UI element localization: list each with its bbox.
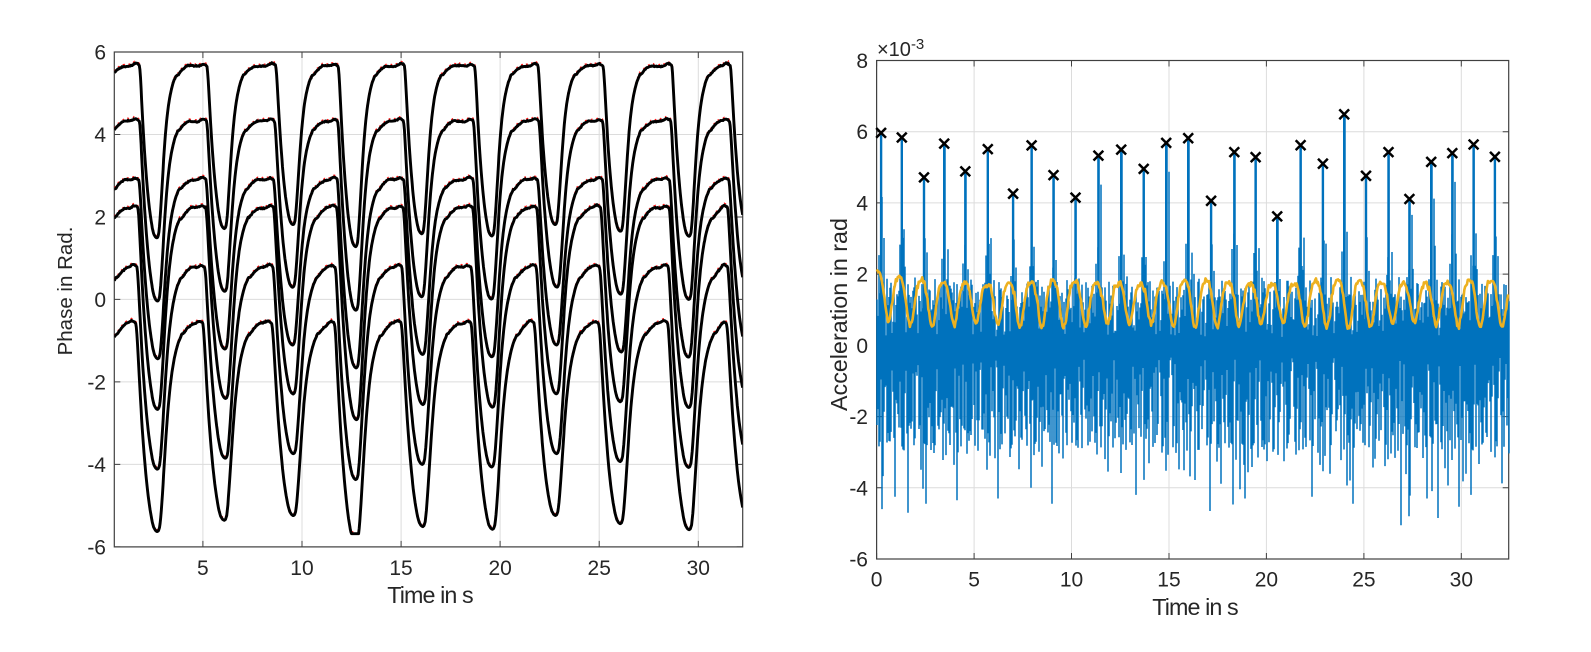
svg-text:0: 0 bbox=[871, 569, 883, 592]
svg-text:6: 6 bbox=[94, 42, 106, 65]
svg-text:Phase in Rad.: Phase in Rad. bbox=[54, 227, 77, 356]
svg-text:5: 5 bbox=[197, 557, 209, 580]
svg-text:Time in s: Time in s bbox=[1152, 594, 1238, 620]
svg-text:0: 0 bbox=[94, 289, 106, 312]
svg-text:25: 25 bbox=[1352, 569, 1375, 592]
svg-text:5: 5 bbox=[968, 569, 980, 592]
svg-text:-6: -6 bbox=[87, 536, 106, 559]
svg-text:30: 30 bbox=[687, 557, 710, 580]
svg-text:15: 15 bbox=[389, 557, 412, 580]
svg-text:10: 10 bbox=[1060, 569, 1083, 592]
svg-text:15: 15 bbox=[1157, 569, 1180, 592]
svg-text:4: 4 bbox=[856, 192, 868, 215]
svg-text:2: 2 bbox=[94, 206, 106, 229]
svg-text:4: 4 bbox=[94, 124, 106, 147]
svg-text:Acceleration in rad: Acceleration in rad bbox=[826, 218, 852, 411]
svg-text:-2: -2 bbox=[849, 406, 868, 429]
svg-text:-2: -2 bbox=[87, 371, 106, 394]
svg-text:10: 10 bbox=[290, 557, 313, 580]
svg-text:Time in s: Time in s bbox=[387, 582, 473, 608]
svg-text:20: 20 bbox=[1255, 569, 1278, 592]
svg-text:-4: -4 bbox=[87, 454, 106, 477]
svg-text:0: 0 bbox=[856, 335, 868, 358]
svg-text:20: 20 bbox=[488, 557, 511, 580]
svg-text:6: 6 bbox=[856, 121, 868, 144]
svg-text:30: 30 bbox=[1450, 569, 1473, 592]
svg-text:2: 2 bbox=[856, 264, 868, 287]
svg-text:25: 25 bbox=[588, 557, 611, 580]
svg-text:-6: -6 bbox=[849, 549, 868, 572]
svg-text:8: 8 bbox=[856, 50, 868, 73]
svg-text:-4: -4 bbox=[849, 477, 868, 500]
